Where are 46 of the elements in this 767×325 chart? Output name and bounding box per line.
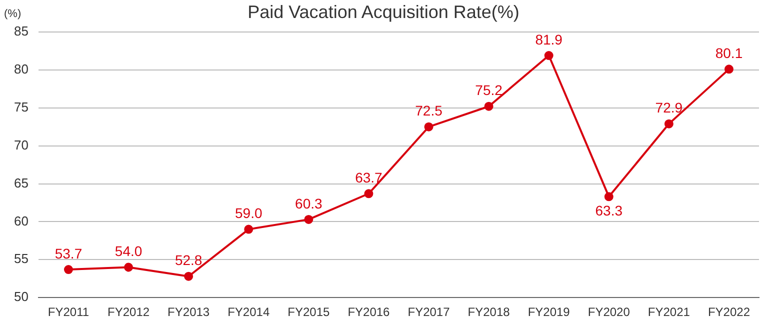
point <box>364 189 374 198</box>
point <box>664 119 674 128</box>
data-label: 63.7 <box>355 169 383 186</box>
x-tick-label: FY2022 <box>708 305 750 320</box>
data-label: 75.2 <box>475 82 503 98</box>
x-tick-label: FY2011 <box>48 305 90 320</box>
point <box>484 102 494 111</box>
y-tick-label: 60 <box>14 213 28 228</box>
x-tick-label: FY2014 <box>228 305 270 320</box>
y-tick-label: 50 <box>14 289 28 304</box>
x-tick-label: FY2013 <box>168 305 210 320</box>
y-tick-label: 65 <box>14 175 28 190</box>
point <box>724 64 734 74</box>
data-label: 72.5 <box>415 102 443 119</box>
x-tick-label: FY2020 <box>588 305 630 320</box>
y-tick-label: 55 <box>14 251 28 266</box>
chart-title: Paid Vacation Acquisition Rate(%) <box>248 2 520 22</box>
y-tick-label: 70 <box>14 137 28 152</box>
x-tick-label: FY2016 <box>348 305 390 320</box>
y-tick-label: 75 <box>14 99 28 114</box>
point <box>544 51 554 60</box>
point <box>304 214 314 224</box>
data-label: 63.3 <box>595 202 623 219</box>
data-label: 52.8 <box>174 252 202 268</box>
data-label: 72.9 <box>655 100 683 116</box>
point <box>64 265 73 274</box>
data-label: 60.3 <box>295 195 322 212</box>
x-tick-label: FY2019 <box>528 305 570 320</box>
x-tick-label: FY2018 <box>468 305 510 320</box>
x-tick-label: FY2017 <box>408 305 450 320</box>
y-tick-label: 85 <box>14 24 28 39</box>
data-label: 80.1 <box>715 45 743 62</box>
point <box>604 192 614 202</box>
point <box>424 122 434 132</box>
data-label: 59.0 <box>234 205 262 222</box>
point <box>244 224 254 234</box>
data-label: 81.9 <box>535 31 563 48</box>
y-tick-label: 80 <box>14 62 28 77</box>
point <box>124 262 134 272</box>
point <box>184 272 194 281</box>
x-tick-label: FY2021 <box>648 305 690 320</box>
y-axis-title: (%) <box>4 8 22 20</box>
x-tick-label: FY2012 <box>108 305 150 320</box>
data-label: 53.7 <box>54 245 82 262</box>
x-tick-label: FY2015 <box>288 305 330 320</box>
data-label: 54.0 <box>114 243 142 260</box>
